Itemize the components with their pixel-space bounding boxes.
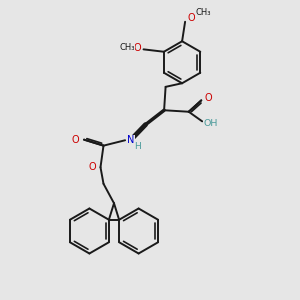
Text: CH₃: CH₃ bbox=[195, 8, 211, 16]
Text: CH₃: CH₃ bbox=[119, 43, 135, 52]
Text: H: H bbox=[134, 142, 141, 152]
Text: N: N bbox=[127, 135, 134, 145]
Text: O: O bbox=[134, 43, 141, 53]
Text: O: O bbox=[205, 93, 213, 103]
Text: O: O bbox=[188, 13, 196, 23]
Text: O: O bbox=[88, 162, 96, 172]
Text: O: O bbox=[72, 135, 80, 145]
Text: OH: OH bbox=[203, 119, 218, 128]
